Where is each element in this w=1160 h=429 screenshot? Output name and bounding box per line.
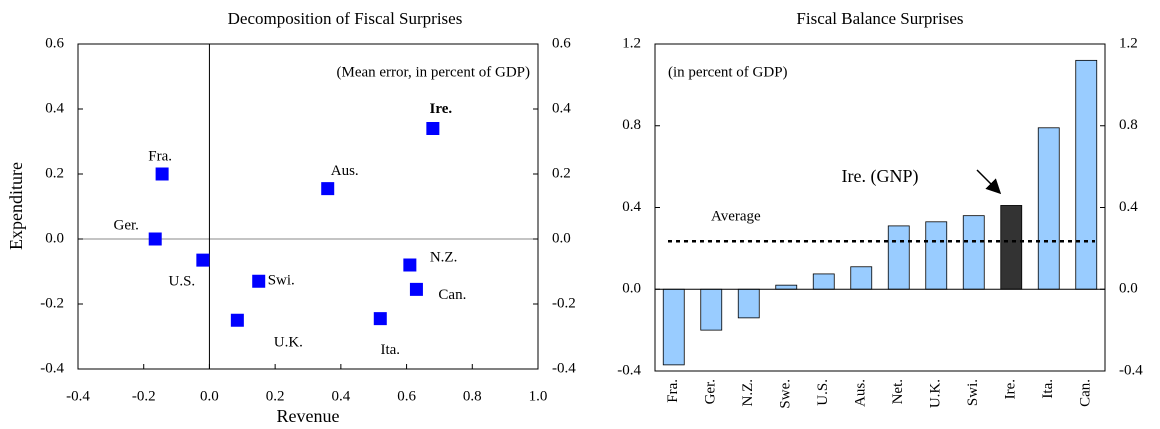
point-label: Fra.	[148, 148, 172, 164]
average-label: Average	[711, 209, 761, 225]
y2-tick-label: 1.2	[1119, 35, 1138, 51]
bar	[1037, 127, 1060, 290]
y2-tick-label: 0.8	[1119, 117, 1138, 133]
point-label: U.K.	[274, 335, 303, 351]
bar	[737, 288, 760, 319]
y2-tick-label: -0.2	[552, 295, 576, 311]
y-tick-label: 0.4	[622, 199, 641, 215]
y-tick-label: -0.2	[40, 295, 64, 311]
y-tick-label: -0.4	[40, 360, 64, 376]
bar	[812, 273, 835, 290]
y2-tick-label: 0.0	[1119, 281, 1138, 297]
point	[373, 312, 387, 326]
x-tick-label: N.Z.	[740, 379, 756, 407]
bar	[662, 288, 685, 366]
x-tick-label: -0.2	[132, 388, 156, 404]
point-label: Ita.	[380, 342, 400, 358]
y-axis-label: Expenditure	[6, 162, 26, 250]
point	[403, 258, 417, 272]
point	[148, 232, 162, 246]
x-tick-label: Ger.	[703, 379, 719, 404]
x-axis-label: Revenue	[277, 406, 340, 426]
point	[426, 122, 440, 135]
callout: Ire. (GNP)	[842, 166, 919, 187]
y-tick-label: 0.0	[622, 281, 641, 297]
point	[252, 274, 266, 288]
y-tick-label: 0.0	[45, 230, 64, 246]
y2-tick-label: -0.4	[1119, 362, 1143, 378]
callout-arrow	[976, 169, 1002, 195]
y2-tick-label: 0.4	[1119, 199, 1138, 215]
plot-frame	[77, 43, 539, 370]
x-tick-label: Ire.	[1003, 379, 1019, 399]
x-tick-label: Can.	[1078, 379, 1094, 407]
y-tick-label: 0.2	[45, 165, 64, 181]
point-label: Ger.	[114, 217, 139, 233]
x-tick-label: Swi.	[965, 379, 981, 406]
y2-tick-label: 0.6	[552, 35, 571, 51]
x-tick-label: U.K.	[928, 379, 944, 408]
x-tick-label: Fra.	[665, 379, 681, 403]
x-tick-label: 0.0	[200, 388, 219, 404]
x-tick-label: Ita.	[1040, 379, 1056, 399]
bar	[962, 215, 985, 290]
y-tick-label: 0.6	[45, 35, 64, 51]
point	[409, 282, 423, 296]
y2-tick-label: 0.0	[552, 230, 571, 246]
y2-tick-label: 0.4	[552, 100, 571, 116]
bar	[887, 225, 910, 290]
y2-tick-label: 0.2	[552, 165, 571, 181]
bar	[1000, 205, 1023, 290]
point-label: Swi.	[268, 273, 295, 289]
point-label: N.Z.	[430, 249, 458, 265]
x-tick-label: 0.6	[397, 388, 416, 404]
point	[155, 167, 169, 181]
bar	[850, 266, 873, 290]
x-tick-label: 0.8	[463, 388, 482, 404]
point-label: Can.	[438, 287, 466, 303]
x-tick-label: Swe.	[778, 379, 794, 409]
x-tick-label: 0.2	[266, 388, 285, 404]
point-label: Aus.	[331, 163, 359, 179]
x-tick-label: 0.4	[331, 388, 350, 404]
y2-tick-label: -0.4	[552, 360, 576, 376]
x-tick-label: U.S.	[815, 379, 831, 406]
y-tick-label: 1.2	[622, 35, 641, 51]
x-tick-label: -0.4	[66, 388, 90, 404]
point	[230, 313, 244, 327]
x-tick-label: 1.0	[529, 388, 548, 404]
y-tick-label: 0.4	[45, 100, 64, 116]
point-label: U.S.	[169, 274, 196, 290]
bar	[1075, 59, 1098, 290]
bar	[925, 221, 948, 290]
bar	[775, 284, 798, 290]
point	[321, 182, 335, 196]
chart-title: Decomposition of Fiscal Surprises	[228, 9, 463, 28]
y-tick-label: -0.4	[617, 362, 641, 378]
x-tick-label: Net.	[890, 379, 906, 404]
point-label: Ire.	[430, 101, 453, 117]
chart-title: Fiscal Balance Surprises	[796, 9, 963, 28]
annotation: (Mean error, in percent of GDP)	[337, 64, 531, 80]
point	[196, 253, 210, 267]
bar	[700, 288, 723, 331]
x-tick-label: Aus.	[853, 379, 869, 407]
annotation: (in percent of GDP)	[668, 64, 788, 80]
plot-frame	[654, 43, 1106, 372]
y-tick-label: 0.8	[622, 117, 641, 133]
